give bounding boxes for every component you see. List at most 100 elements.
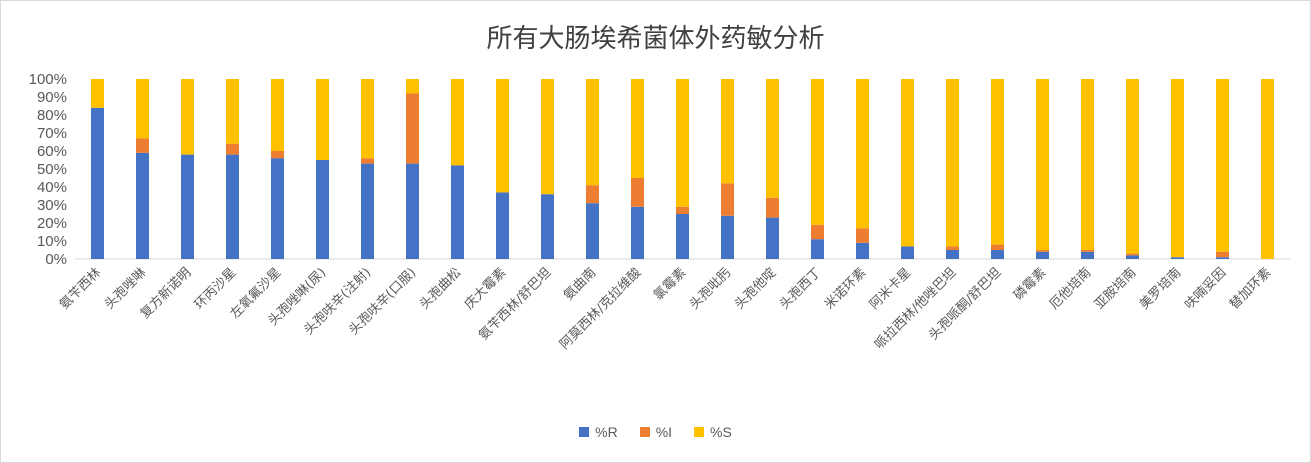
y-tick-label: 10% — [37, 233, 67, 250]
bar-i — [1081, 250, 1094, 252]
bar-s — [856, 79, 869, 229]
bar-s — [586, 79, 599, 186]
bar-r — [991, 250, 1004, 259]
x-tick-label: 哌拉西林/他唑巴坦 — [871, 265, 959, 353]
bar-i — [136, 138, 149, 153]
x-tick-label: 阿莫西林/克拉维酸 — [557, 265, 644, 352]
bar-s — [91, 79, 104, 108]
bar-s — [136, 79, 149, 139]
x-tick-label: 亚胺培南 — [1091, 265, 1139, 313]
y-tick-label: 30% — [37, 197, 67, 214]
bar-s — [1261, 79, 1274, 259]
x-tick-label: 头孢他啶 — [732, 265, 779, 312]
bar-i — [721, 183, 734, 216]
legend-label-r: %R — [595, 424, 618, 440]
bar-i — [631, 178, 644, 207]
bar-r — [946, 250, 959, 259]
bar-s — [406, 79, 419, 94]
legend-swatch-r — [579, 427, 590, 437]
legend-swatch-s — [694, 427, 705, 437]
bar-s — [811, 79, 824, 225]
bar-r — [586, 203, 599, 259]
legend-item-r: %R — [579, 424, 618, 440]
bar-r — [1081, 251, 1094, 259]
bar-i — [361, 158, 374, 164]
bar-i — [991, 244, 1004, 250]
bar-r — [136, 152, 149, 259]
bar-i — [766, 197, 779, 218]
y-tick-label: 80% — [37, 107, 67, 124]
legend-item-s: %S — [694, 424, 732, 440]
bar-i — [271, 151, 284, 159]
bar-s — [361, 79, 374, 159]
x-tick-label: 米诺环素 — [822, 265, 869, 312]
bar-s — [721, 79, 734, 184]
bar-r — [451, 165, 464, 259]
bar-r — [541, 194, 554, 259]
bar-r — [1171, 257, 1184, 259]
bar-i — [856, 228, 869, 243]
bar-s — [181, 79, 194, 155]
bar-s — [1216, 79, 1229, 252]
bar-i — [1126, 253, 1139, 256]
y-tick-label: 40% — [37, 179, 67, 196]
bar-s — [1126, 79, 1139, 254]
bar-i — [406, 93, 419, 164]
bar-s — [1171, 79, 1184, 258]
legend-item-i: %I — [639, 424, 672, 440]
y-tick-label: 100% — [29, 71, 67, 88]
bar-i — [1216, 251, 1229, 258]
bar-i — [226, 143, 239, 155]
bar-r — [811, 239, 824, 259]
x-tick-label: 头孢西丁 — [777, 265, 824, 312]
bar-s — [451, 79, 464, 166]
x-tick-label: 头孢曲松 — [417, 265, 464, 312]
bar-i — [1036, 250, 1049, 252]
bar-s — [901, 79, 914, 247]
bar-s — [991, 79, 1004, 245]
bar-r — [1216, 257, 1229, 259]
bar-r — [271, 158, 284, 259]
bar-r — [406, 163, 419, 259]
bar-s — [946, 79, 959, 247]
x-tick-label: 氨苄西林 — [57, 265, 104, 312]
y-tick-label: 70% — [37, 125, 67, 142]
bar-s — [1036, 79, 1049, 250]
bar-r — [766, 217, 779, 259]
x-tick-label: 呋喃妥因 — [1182, 265, 1229, 312]
bar-s — [541, 79, 554, 195]
bar-i — [811, 224, 824, 240]
bar-i — [586, 185, 599, 204]
bar-r — [676, 214, 689, 259]
bar-r — [226, 154, 239, 259]
bar-s — [496, 79, 509, 193]
x-tick-label: 头孢唑啉 — [101, 265, 149, 313]
bar-s — [1081, 79, 1094, 250]
bar-r — [631, 206, 644, 259]
x-tick-label: 替加环素 — [1227, 265, 1274, 312]
bar-s — [631, 79, 644, 178]
bar-r — [496, 192, 509, 259]
x-tick-label: 氯霉素 — [651, 265, 689, 303]
bar-s — [226, 79, 239, 144]
bar-r — [361, 163, 374, 259]
bar-r — [721, 215, 734, 259]
bar-r — [1036, 251, 1049, 259]
x-tick-label: 美罗培南 — [1136, 265, 1184, 313]
bar-s — [766, 79, 779, 198]
y-tick-label: 60% — [37, 143, 67, 160]
x-tick-label: 磷霉素 — [1011, 265, 1049, 303]
legend: %R %I %S — [0, 424, 1311, 440]
bar-s — [676, 79, 689, 207]
bar-r — [1126, 255, 1139, 259]
bar-r — [181, 154, 194, 259]
bar-r — [91, 107, 104, 259]
x-tick-label: 厄他培南 — [1046, 265, 1094, 313]
bar-s — [316, 79, 329, 160]
bar-r — [316, 160, 329, 259]
bar-r — [856, 242, 869, 259]
y-tick-label: 0% — [45, 251, 67, 268]
x-tick-label: 氨曲南 — [560, 265, 599, 304]
x-tick-label: 头孢吡肟 — [687, 265, 734, 312]
